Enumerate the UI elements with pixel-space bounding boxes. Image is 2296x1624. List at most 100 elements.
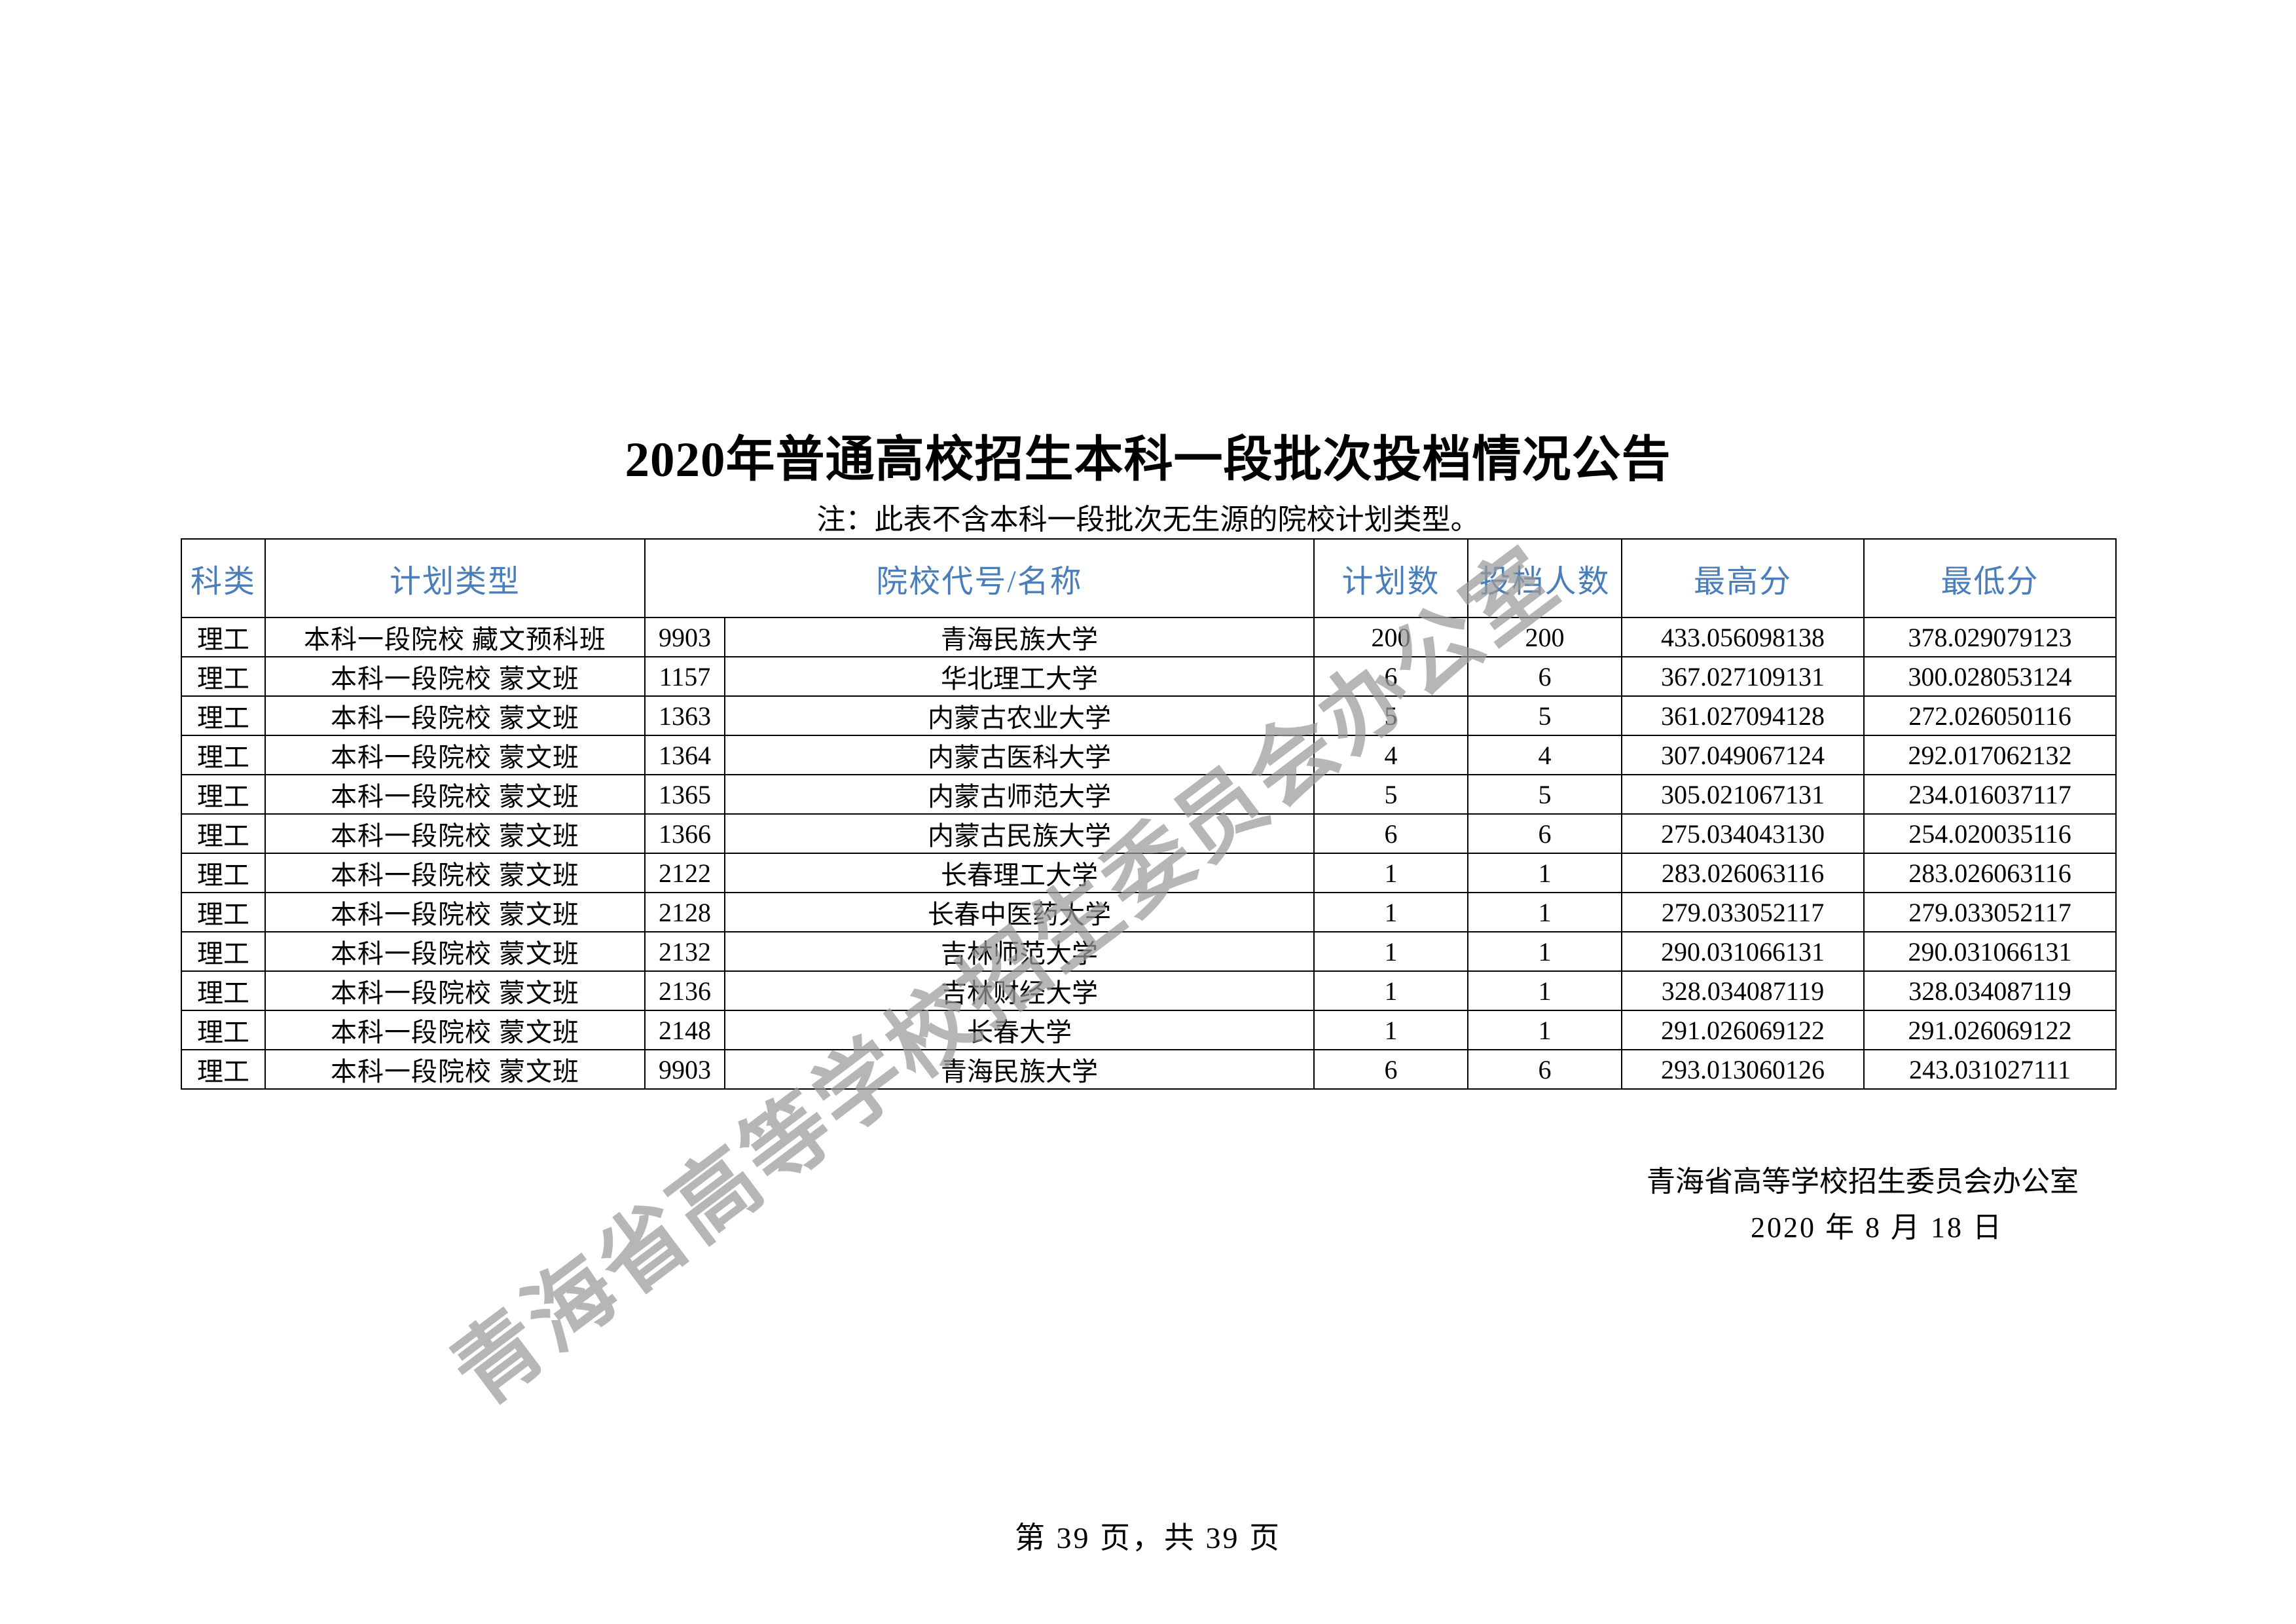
cell-min-score: 243.031027111 <box>1863 1049 2117 1090</box>
cell-kelei: 理工 <box>181 774 266 815</box>
table-header: 科类 计划类型 院校代号/名称 计划数 投档人数 最高分 最低分 <box>181 538 2117 618</box>
cell-plan-num: 5 <box>1313 774 1468 815</box>
cell-code: 1366 <box>644 813 725 854</box>
page-number-footer: 第 39 页，共 39 页 <box>1015 1521 1281 1555</box>
signature-organization: 青海省高等学校招生委员会办公室 <box>1647 1166 2079 1198</box>
cell-school: 内蒙古民族大学 <box>724 813 1315 854</box>
cell-plan-num: 1 <box>1313 853 1468 893</box>
cell-plan-num: 1 <box>1313 970 1468 1011</box>
cell-kelei: 理工 <box>181 1049 266 1090</box>
column-header-max-score: 最高分 <box>1621 538 1865 618</box>
cell-min-score: 290.031066131 <box>1863 931 2117 972</box>
column-header-kelei: 科类 <box>181 538 266 618</box>
cell-plan-type: 本科一段院校 蒙文班 <box>264 774 646 815</box>
cell-code: 2122 <box>644 853 725 893</box>
cell-min-score: 234.016037117 <box>1863 774 2117 815</box>
cell-school: 吉林财经大学 <box>724 970 1315 1011</box>
cell-code: 9903 <box>644 1049 725 1090</box>
cell-kelei: 理工 <box>181 695 266 736</box>
cell-admit-num: 6 <box>1467 656 1622 697</box>
cell-min-score: 272.026050116 <box>1863 695 2117 736</box>
page-note: 注：此表不含本科一段批次无生源的院校计划类型。 <box>816 504 1480 536</box>
table-row: 理工 本科一段院校 蒙文班 2132 吉林师范大学 1 1 290.031066131 290… <box>181 931 2117 972</box>
column-header-admit-num: 投档人数 <box>1467 538 1622 618</box>
table-row: 理工 本科一段院校 蒙文班 1157 华北理工大学 6 6 367.027109131 300… <box>181 656 2117 697</box>
cell-code: 2148 <box>644 1010 725 1050</box>
cell-school: 内蒙古师范大学 <box>724 774 1315 815</box>
cell-min-score: 378.029079123 <box>1863 617 2117 657</box>
cell-max-score: 293.013060126 <box>1621 1049 1865 1090</box>
cell-plan-type: 本科一段院校 蒙文班 <box>264 813 646 854</box>
table-row: 理工 本科一段院校 蒙文班 1365 内蒙古师范大学 5 5 305.021067131 23… <box>181 774 2117 815</box>
cell-plan-type: 本科一段院校 蒙文班 <box>264 735 646 775</box>
cell-max-score: 290.031066131 <box>1621 931 1865 972</box>
cell-school: 长春大学 <box>724 1010 1315 1050</box>
cell-plan-type: 本科一段院校 蒙文班 <box>264 931 646 972</box>
cell-max-score: 305.021067131 <box>1621 774 1865 815</box>
table-row: 理工 本科一段院校 蒙文班 1364 内蒙古医科大学 4 4 307.049067124 29… <box>181 735 2117 775</box>
cell-code: 1363 <box>644 695 725 736</box>
cell-max-score: 283.026063116 <box>1621 853 1865 893</box>
cell-min-score: 291.026069122 <box>1863 1010 2117 1050</box>
admission-score-table: 科类 计划类型 院校代号/名称 计划数 投档人数 最高分 最低分 理工 本科一段院… <box>181 538 2117 1090</box>
signature-date: 2020 年 8 月 18 日 <box>1751 1211 2003 1244</box>
cell-admit-num: 1 <box>1467 931 1622 972</box>
cell-max-score: 279.033052117 <box>1621 892 1865 932</box>
table-header-row: 科类 计划类型 院校代号/名称 计划数 投档人数 最高分 最低分 <box>181 538 2117 618</box>
cell-kelei: 理工 <box>181 853 266 893</box>
cell-plan-num: 5 <box>1313 695 1468 736</box>
cell-kelei: 理工 <box>181 931 266 972</box>
cell-plan-num: 6 <box>1313 656 1468 697</box>
cell-code: 1364 <box>644 735 725 775</box>
cell-min-score: 300.028053124 <box>1863 656 2117 697</box>
cell-code: 2128 <box>644 892 725 932</box>
cell-max-score: 361.027094128 <box>1621 695 1865 736</box>
cell-admit-num: 1 <box>1467 1010 1622 1050</box>
cell-school: 长春中医药大学 <box>724 892 1315 932</box>
cell-kelei: 理工 <box>181 617 266 657</box>
cell-code: 2132 <box>644 931 725 972</box>
cell-school: 内蒙古农业大学 <box>724 695 1315 736</box>
cell-plan-type: 本科一段院校 蒙文班 <box>264 1010 646 1050</box>
cell-code: 1157 <box>644 656 725 697</box>
cell-max-score: 291.026069122 <box>1621 1010 1865 1050</box>
cell-max-score: 433.056098138 <box>1621 617 1865 657</box>
table-row: 理工 本科一段院校 蒙文班 2128 长春中医药大学 1 1 279.033052117 27… <box>181 892 2117 932</box>
cell-admit-num: 1 <box>1467 970 1622 1011</box>
cell-admit-num: 1 <box>1467 892 1622 932</box>
cell-code: 2136 <box>644 970 725 1011</box>
cell-admit-num: 200 <box>1467 617 1622 657</box>
cell-plan-type: 本科一段院校 蒙文班 <box>264 695 646 736</box>
cell-min-score: 283.026063116 <box>1863 853 2117 893</box>
cell-plan-type: 本科一段院校 蒙文班 <box>264 970 646 1011</box>
cell-kelei: 理工 <box>181 735 266 775</box>
cell-kelei: 理工 <box>181 813 266 854</box>
cell-max-score: 275.034043130 <box>1621 813 1865 854</box>
cell-kelei: 理工 <box>181 656 266 697</box>
table-row: 理工 本科一段院校 蒙文班 1363 内蒙古农业大学 5 5 361.027094128 27… <box>181 695 2117 736</box>
cell-kelei: 理工 <box>181 1010 266 1050</box>
column-header-min-score: 最低分 <box>1863 538 2117 618</box>
cell-admit-num: 6 <box>1467 813 1622 854</box>
cell-school: 青海民族大学 <box>724 617 1315 657</box>
table-row: 理工 本科一段院校 蒙文班 1366 内蒙古民族大学 6 6 275.034043130 25… <box>181 813 2117 854</box>
cell-plan-num: 6 <box>1313 1049 1468 1090</box>
table-body: 理工 本科一段院校 藏文预科班 9903 青海民族大学 200 200 433.056098… <box>181 617 2117 1090</box>
cell-kelei: 理工 <box>181 892 266 932</box>
cell-admit-num: 5 <box>1467 774 1622 815</box>
cell-code: 9903 <box>644 617 725 657</box>
cell-plan-num: 6 <box>1313 813 1468 854</box>
cell-plan-num: 1 <box>1313 931 1468 972</box>
cell-max-score: 328.034087119 <box>1621 970 1865 1011</box>
cell-min-score: 292.017062132 <box>1863 735 2117 775</box>
cell-school: 长春理工大学 <box>724 853 1315 893</box>
cell-min-score: 328.034087119 <box>1863 970 2117 1011</box>
cell-school: 吉林师范大学 <box>724 931 1315 972</box>
cell-admit-num: 6 <box>1467 1049 1622 1090</box>
cell-plan-type: 本科一段院校 蒙文班 <box>264 656 646 697</box>
cell-admit-num: 1 <box>1467 853 1622 893</box>
page-title: 2020年普通高校招生本科一段批次投档情况公告 <box>625 433 1671 487</box>
column-header-plan-num: 计划数 <box>1313 538 1468 618</box>
cell-plan-num: 200 <box>1313 617 1468 657</box>
cell-plan-type: 本科一段院校 藏文预科班 <box>264 617 646 657</box>
